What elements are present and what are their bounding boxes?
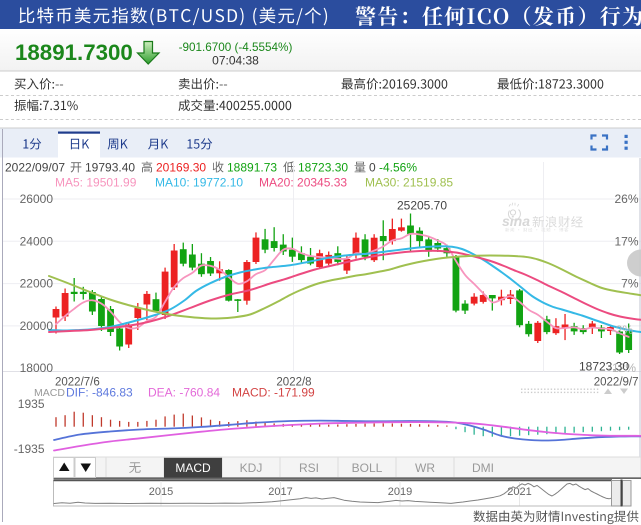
svg-text:MA30: 21519.85: MA30: 21519.85 — [365, 176, 453, 190]
svg-text:22000: 22000 — [20, 277, 54, 291]
svg-text:MA5: 19501.99: MA5: 19501.99 — [55, 176, 137, 190]
svg-text:KDJ: KDJ — [240, 461, 263, 475]
svg-text:17%: 17% — [614, 234, 638, 248]
svg-text:18891.73: 18891.73 — [227, 161, 277, 175]
svg-text:2022/8: 2022/8 — [276, 377, 311, 389]
svg-text:2017: 2017 — [268, 486, 292, 498]
svg-text:18723.30: 18723.30 — [298, 161, 348, 175]
svg-text:MACD: MACD — [175, 461, 211, 475]
svg-text:2019: 2019 — [388, 486, 412, 498]
svg-text:24000: 24000 — [20, 234, 54, 248]
svg-text:MA10: 19772.10: MA10: 19772.10 — [155, 176, 243, 190]
svg-text:18000: 18000 — [20, 361, 54, 375]
svg-text:MACD: MACD — [34, 387, 65, 399]
svg-text:1935: 1935 — [18, 397, 45, 411]
svg-text:WR: WR — [415, 461, 435, 475]
svg-text:-12%: -12% — [608, 361, 636, 375]
svg-text:sina: sina — [502, 213, 530, 229]
svg-text:20169.30: 20169.30 — [156, 161, 206, 175]
svg-text:26000: 26000 — [20, 192, 54, 206]
svg-text:07:04:38: 07:04:38 — [212, 54, 259, 68]
svg-text:2021: 2021 — [507, 486, 531, 498]
svg-text:-901.6700 (-4.5554%): -901.6700 (-4.5554%) — [179, 41, 293, 54]
svg-text:MACD: -171.99: MACD: -171.99 — [232, 386, 315, 400]
svg-text:0: 0 — [369, 161, 376, 175]
svg-text:DIF: -846.83: DIF: -846.83 — [66, 386, 133, 400]
svg-text:7%: 7% — [621, 277, 639, 291]
svg-text:26%: 26% — [614, 192, 638, 206]
svg-text:RSI: RSI — [299, 461, 319, 475]
svg-text:2022/09/07: 2022/09/07 — [5, 161, 65, 175]
svg-text:20000: 20000 — [20, 319, 54, 333]
svg-text:2015: 2015 — [149, 486, 173, 498]
svg-text:25205.70: 25205.70 — [397, 199, 447, 213]
svg-text:-4.56%: -4.56% — [379, 161, 417, 175]
svg-text:BOLL: BOLL — [352, 461, 383, 475]
svg-text:19793.40: 19793.40 — [85, 161, 135, 175]
svg-text:-1935: -1935 — [14, 442, 45, 456]
svg-text:DEA: -760.84: DEA: -760.84 — [148, 386, 220, 400]
svg-text:18723.30: 18723.30 — [579, 360, 629, 374]
svg-text:-2%: -2% — [612, 323, 634, 337]
svg-text:DMI: DMI — [472, 461, 494, 475]
svg-text:2022/7/6: 2022/7/6 — [55, 377, 100, 389]
svg-text:18891.7300: 18891.7300 — [15, 40, 133, 65]
svg-text:2022/9/7: 2022/9/7 — [594, 377, 639, 389]
svg-text:MA20: 20345.33: MA20: 20345.33 — [259, 176, 347, 190]
